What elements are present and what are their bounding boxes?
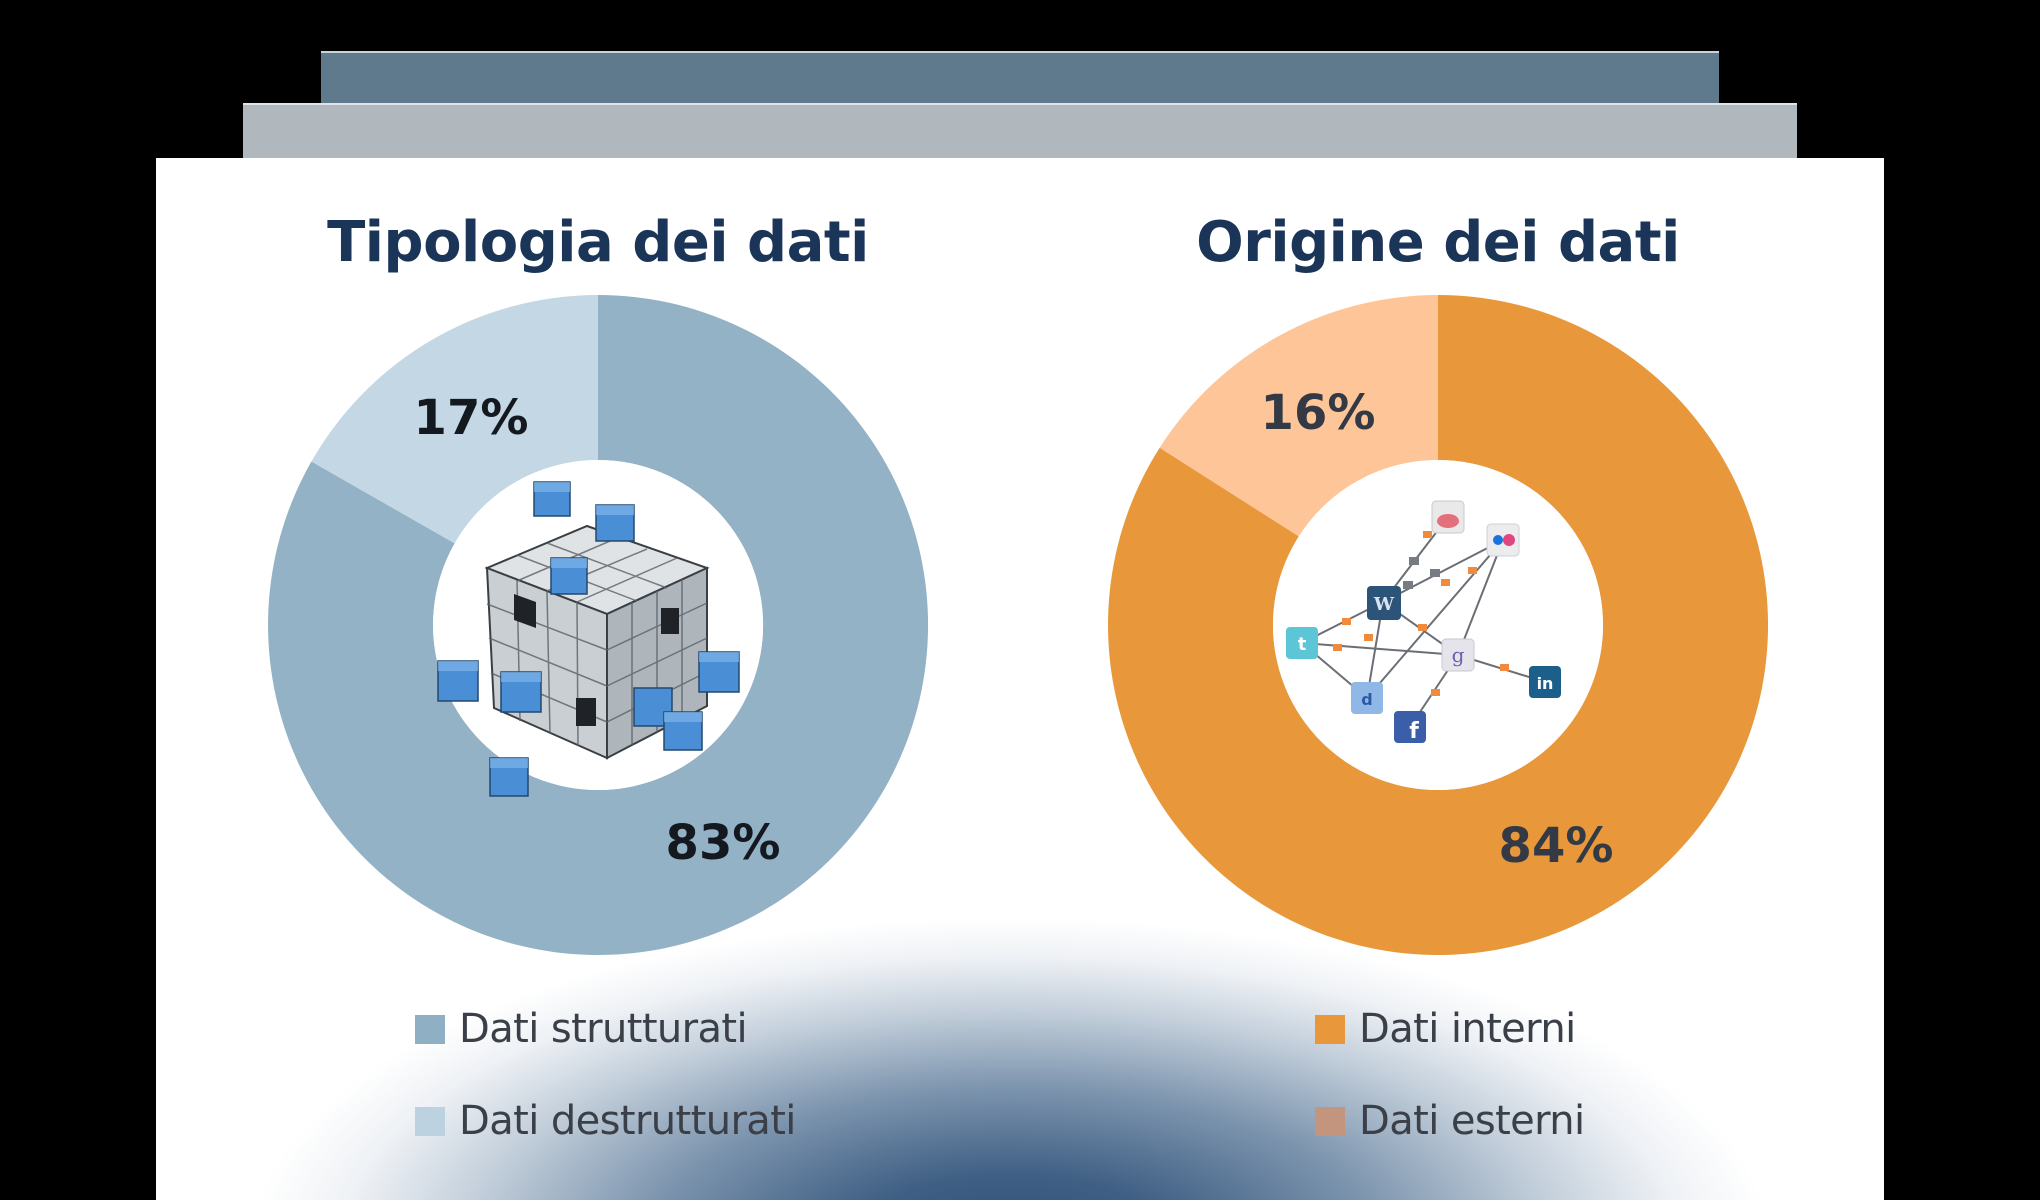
slice-dati-destrutturati[interactable] (311, 295, 598, 544)
social-network-icon: W t g in d f (1286, 500, 1561, 744)
legend-item-dati-esterni[interactable]: Dati esterni (1315, 1098, 1585, 1144)
svg-text:g: g (1452, 643, 1465, 667)
chart-tipologia: Tipologia dei dati (156, 158, 1020, 1200)
legend-swatch (415, 1014, 445, 1044)
chart-title: Tipologia dei dati (327, 210, 869, 275)
header-bar-light (243, 103, 1797, 158)
legend-label: Dati destrutturati (459, 1098, 796, 1144)
legend-label: Dati strutturati (459, 1006, 748, 1052)
legend-item-dati-destrutturati[interactable]: Dati destrutturati (415, 1098, 796, 1144)
slice-dati-strutturati[interactable] (268, 295, 929, 955)
legend-swatch (1315, 1014, 1345, 1044)
slice-label-83: 83% (665, 815, 781, 871)
donut-chart: W t g in d f (1108, 295, 1769, 955)
svg-text:d: d (1361, 690, 1372, 709)
svg-text:t: t (1298, 634, 1307, 655)
legend-label: Dati interni (1359, 1006, 1576, 1052)
legend-label: Dati esterni (1359, 1098, 1585, 1144)
svg-text:in: in (1537, 674, 1554, 693)
chart-title: Origine dei dati (1196, 210, 1680, 275)
slice-label-84: 84% (1498, 818, 1614, 874)
legend-swatch (415, 1106, 445, 1136)
slice-label-17: 17% (413, 390, 529, 446)
legend-item-dati-interni[interactable]: Dati interni (1315, 1006, 1576, 1052)
slice-dati-esterni[interactable] (1159, 295, 1438, 537)
svg-text:f: f (1409, 719, 1419, 744)
cube-icon (437, 481, 740, 797)
header-bar-dark (321, 51, 1719, 103)
svg-text:W: W (1373, 594, 1395, 615)
legend-swatch (1315, 1106, 1345, 1136)
chart-panel: Tipologia dei dati (156, 158, 1884, 1200)
slice-dati-interni[interactable] (1108, 295, 1769, 955)
slice-label-16: 16% (1260, 385, 1376, 441)
chart-origine: Origine dei dati (1020, 158, 1884, 1200)
legend-item-dati-strutturati[interactable]: Dati strutturati (415, 1006, 748, 1052)
donut-chart (268, 295, 929, 955)
